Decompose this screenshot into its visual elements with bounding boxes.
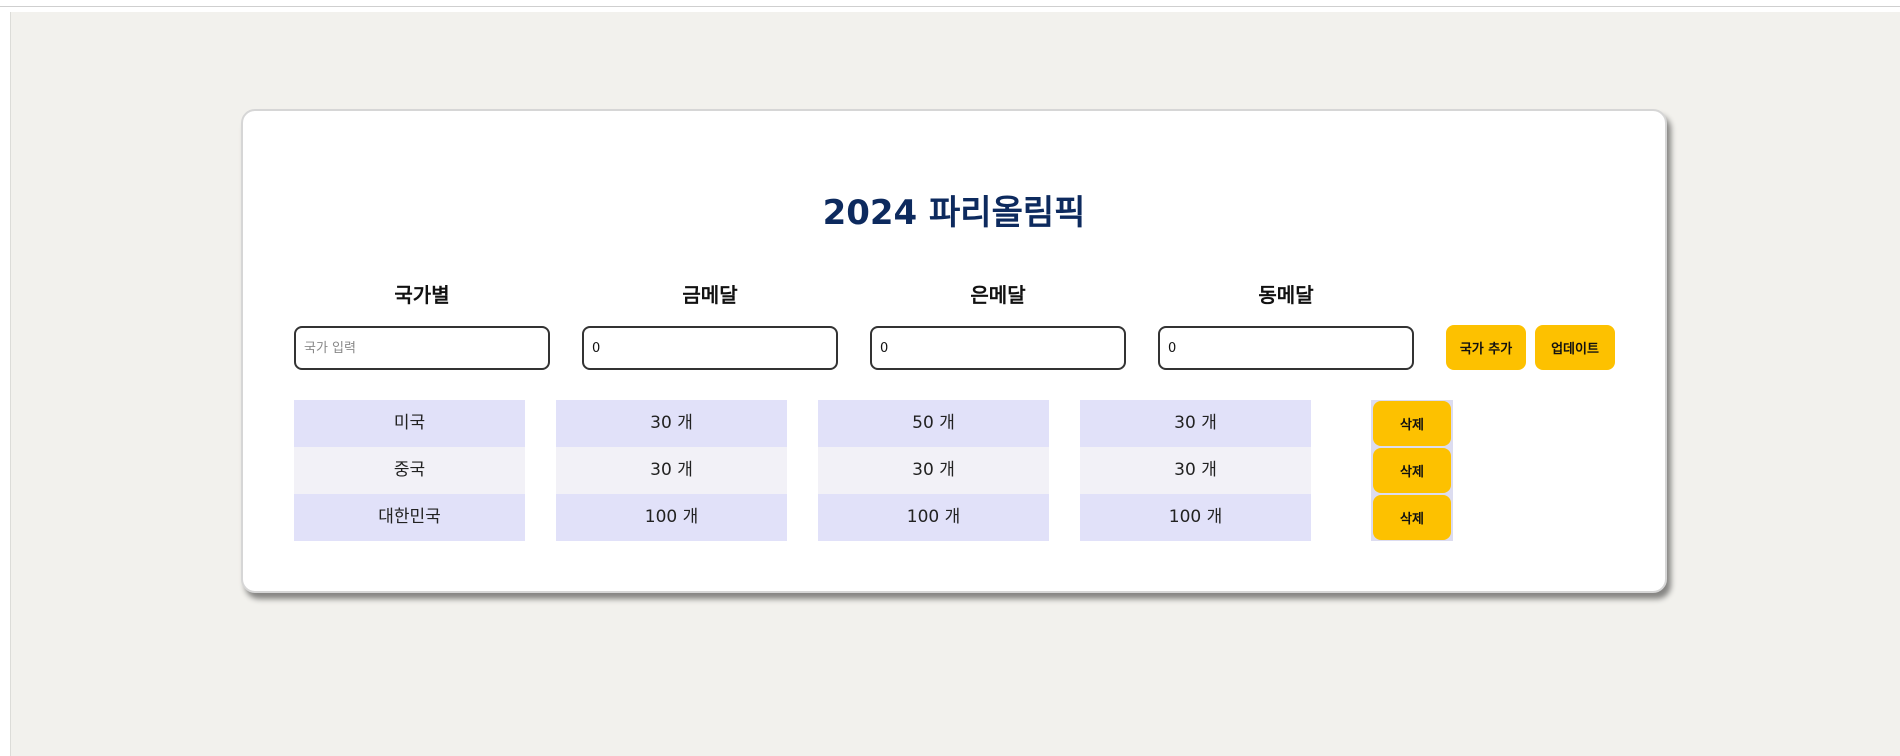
gold-input[interactable] [582, 326, 838, 370]
delete-cell: 삭제 [1371, 494, 1453, 541]
cell-silver: 50 개 [818, 400, 1049, 447]
cell-bronze: 100 개 [1080, 494, 1311, 541]
cell-country: 미국 [294, 400, 525, 447]
country-input[interactable] [294, 326, 550, 370]
cell-gold: 30 개 [556, 400, 787, 447]
cell-gold: 100 개 [556, 494, 787, 541]
delete-cell: 삭제 [1371, 400, 1453, 447]
header-country: 국가별 [394, 283, 450, 307]
add-country-button[interactable]: 국가 추가 [1446, 325, 1526, 370]
update-button[interactable]: 업데이트 [1535, 325, 1615, 370]
cell-silver: 100 개 [818, 494, 1049, 541]
page-title: 2024 파리올림픽 [822, 193, 1086, 233]
delete-cell: 삭제 [1371, 447, 1453, 494]
cell-country: 중국 [294, 447, 525, 494]
bronze-input[interactable] [1158, 326, 1414, 370]
cell-gold: 30 개 [556, 447, 787, 494]
silver-input[interactable] [870, 326, 1126, 370]
delete-button[interactable]: 삭제 [1373, 495, 1451, 540]
table-row: 중국 30 개 30 개 30 개 삭제 [294, 447, 1454, 494]
medal-board-card: 2024 파리올림픽 국가별 금메달 은메달 동메달 국가 추가 업데이트 미국… [241, 109, 1667, 593]
header-silver: 은메달 [970, 283, 1026, 307]
window-top-border [0, 6, 1900, 7]
header-gold: 금메달 [682, 283, 738, 307]
cell-silver: 30 개 [818, 447, 1049, 494]
delete-button[interactable]: 삭제 [1373, 448, 1451, 493]
cell-bronze: 30 개 [1080, 447, 1311, 494]
delete-button[interactable]: 삭제 [1373, 401, 1451, 446]
cell-bronze: 30 개 [1080, 400, 1311, 447]
header-bronze: 동메달 [1258, 283, 1314, 307]
table-row: 미국 30 개 50 개 30 개 삭제 [294, 400, 1454, 447]
cell-country: 대한민국 [294, 494, 525, 541]
table-row: 대한민국 100 개 100 개 100 개 삭제 [294, 494, 1454, 541]
